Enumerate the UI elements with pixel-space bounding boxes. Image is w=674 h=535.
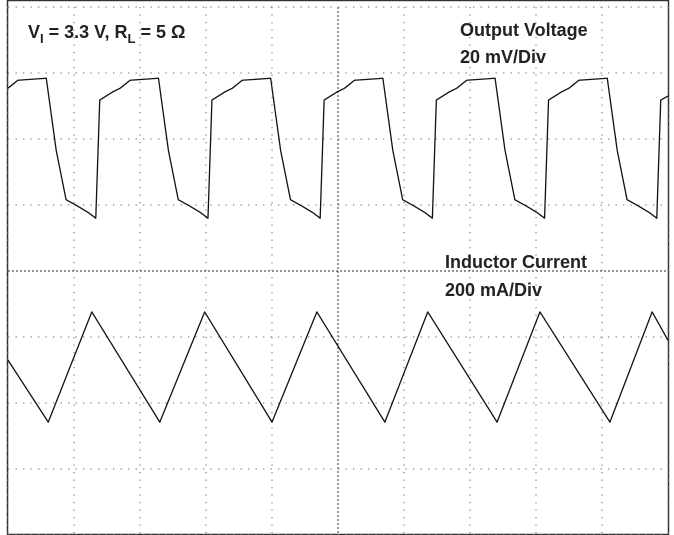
trace: [7, 311, 669, 423]
series-label: Output Voltage: [460, 20, 588, 40]
series-scale: 20 mV/Div: [460, 47, 546, 67]
trace: [7, 77, 669, 219]
series-label: Inductor Current: [445, 252, 587, 272]
conditions-label: VI = 3.3 V, RL = 5 Ω: [28, 22, 185, 46]
series-scale: 200 mA/Div: [445, 280, 542, 300]
